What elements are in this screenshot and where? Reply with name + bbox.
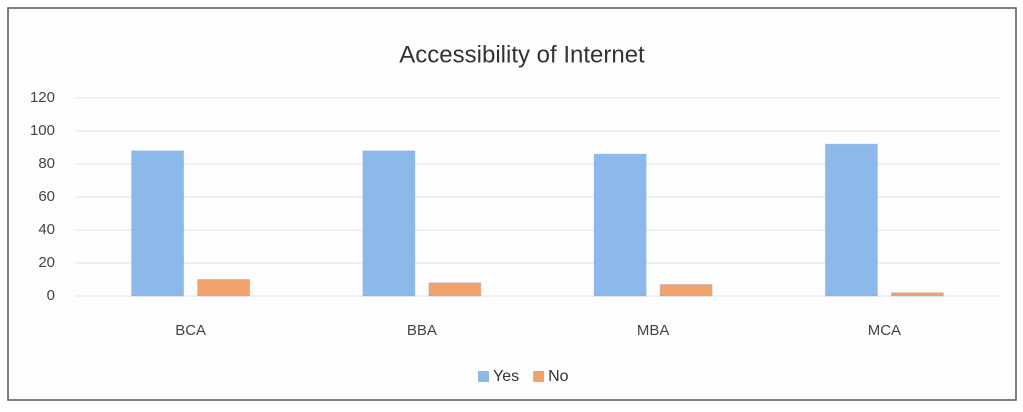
bar bbox=[824, 143, 878, 297]
y-tick-label: 120 bbox=[30, 89, 55, 106]
x-tick-label: MBA bbox=[637, 322, 670, 339]
x-tick-label: BBA bbox=[407, 322, 437, 339]
bar bbox=[362, 150, 416, 297]
bar bbox=[197, 279, 251, 297]
y-tick-label: 40 bbox=[38, 221, 55, 238]
legend-label: No bbox=[548, 368, 569, 385]
legend-swatch bbox=[533, 371, 545, 382]
bar bbox=[659, 283, 713, 297]
x-tick-label: BCA bbox=[175, 322, 206, 339]
bar bbox=[131, 150, 185, 297]
legend-swatch bbox=[478, 371, 489, 382]
bar bbox=[593, 153, 647, 297]
y-tick-label: 80 bbox=[38, 155, 55, 172]
bar bbox=[890, 292, 944, 297]
y-tick-label: 60 bbox=[38, 188, 55, 205]
x-tick-label: MCA bbox=[868, 322, 901, 339]
y-tick-label: 0 bbox=[47, 287, 55, 304]
chart-title: Accessibility of Internet bbox=[399, 41, 645, 68]
bar bbox=[428, 282, 482, 297]
legend-label: Yes bbox=[493, 368, 519, 385]
y-tick-label: 100 bbox=[30, 122, 55, 139]
y-tick-label: 20 bbox=[38, 254, 55, 271]
